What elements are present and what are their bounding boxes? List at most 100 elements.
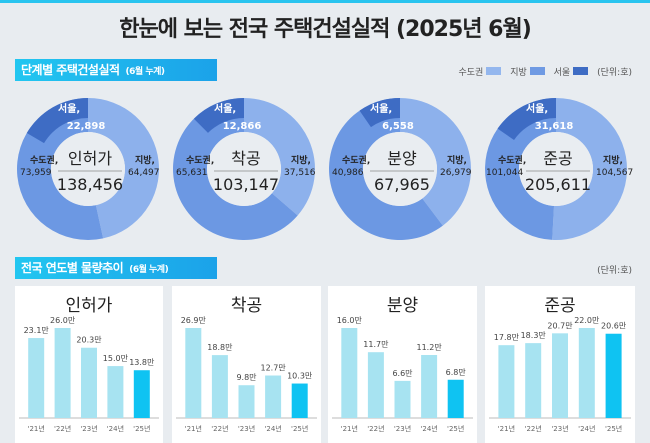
bar	[54, 328, 71, 418]
value-jibang: 104,567	[596, 168, 633, 178]
bar-chart: 준공 17.8만 '21년 18.3만 '22년 20.7만 '23년 22.0만 '24년 20…	[489, 296, 631, 433]
bar-value-label: 22.0만	[574, 316, 600, 325]
bar-value-label: 17.8만	[494, 333, 520, 342]
bar	[81, 347, 97, 418]
bar-value-label: 11.7만	[363, 340, 389, 349]
bar	[291, 383, 308, 418]
donut-title: 준공	[543, 149, 572, 168]
label-jibang: 지방,	[603, 154, 623, 166]
donut-total: 138,456	[57, 175, 123, 194]
x-tick-label: '22년	[367, 424, 384, 433]
x-tick-label: '24년	[578, 424, 595, 433]
bar	[552, 333, 568, 418]
label-seoul: 서울,	[214, 102, 236, 115]
value-jibang: 64,497	[128, 168, 160, 178]
x-tick-label: '24년	[264, 424, 281, 433]
donut-slice-seoul	[26, 98, 88, 144]
donut-title: 분양	[387, 149, 417, 168]
label-seoul: 서울,	[58, 102, 80, 115]
donut-total: 67,965	[374, 175, 430, 194]
bar-panel-start: 착공 26.9만 '21년 18.8만 '22년 9.8만 '23년 12.7만 '24년 10.…	[172, 286, 321, 443]
bar-value-label: 15.0만	[103, 354, 129, 363]
bar	[421, 355, 438, 418]
x-tick-label: '25년	[133, 424, 150, 433]
bar-value-label: 6.8만	[446, 368, 467, 377]
bar	[185, 328, 202, 418]
label-jibang: 지방,	[447, 154, 467, 166]
x-tick-label: '23년	[551, 424, 568, 433]
label-jibang: 지방,	[135, 154, 155, 166]
label-seoul: 서울,	[370, 102, 392, 115]
bar	[447, 379, 464, 418]
label-seoul: 서울,	[526, 102, 548, 115]
bar-value-label: 13.8만	[129, 358, 155, 367]
bar	[525, 343, 542, 418]
x-tick-label: '25년	[291, 424, 308, 433]
bar-chart: 인허가 23.1만 '21년 26.0만 '22년 20.3만 '23년 15.0만 '24년 1…	[19, 296, 159, 433]
bar-value-label: 6.6만	[392, 369, 413, 378]
donut-slice-sudo	[485, 98, 556, 240]
value-jibang: 37,516	[284, 168, 316, 178]
donut-3: 준공 205,611 수도권, 101,044 지방, 104,567 서울, 31,618	[485, 98, 633, 241]
donut-0: 인허가 138,456 수도권, 73,959 지방, 64,497 서울, 22,898	[16, 98, 160, 240]
donut-slice-seoul	[359, 98, 400, 128]
donut-hole	[207, 132, 281, 206]
bar-value-label: 12.7만	[261, 364, 287, 373]
bar-value-label: 20.7만	[547, 321, 573, 330]
chart-title: 인허가	[66, 296, 113, 316]
legend: 수도권 지방 서울 (단위:호)	[459, 65, 632, 78]
bar-value-label: 18.3만	[521, 331, 547, 340]
unit-label: (단위:호)	[597, 68, 632, 78]
x-tick-label: '21년	[341, 424, 358, 433]
value-jibang: 26,979	[440, 168, 472, 178]
x-tick-label: '24년	[107, 424, 124, 433]
x-tick-label: '22년	[54, 424, 71, 433]
bar	[28, 338, 45, 418]
bar	[265, 375, 282, 418]
value-seoul: 31,618	[535, 121, 574, 132]
donut-hole	[519, 132, 593, 206]
value-seoul: 6,558	[382, 121, 414, 132]
x-tick-label: '21년	[498, 424, 515, 433]
legend-jibang: 지방	[510, 65, 548, 78]
bar-chart: 분양 16.0만 '21년 11.7만 '22년 6.6만 '23년 11.2만 '24년 6.8…	[332, 296, 473, 433]
unit-label-trend: (단위:호)	[597, 266, 632, 276]
donut-1: 착공 103,147 수도권, 65,631 지방, 37,516 서울, 12,866	[173, 98, 316, 240]
chart-title: 착공	[231, 296, 262, 316]
bar-value-label: 10.3만	[287, 372, 313, 381]
x-tick-label: '25년	[447, 424, 464, 433]
x-tick-label: '23년	[238, 424, 255, 433]
label-sudo: 수도권,	[498, 154, 526, 166]
bar-value-label: 23.1만	[24, 326, 50, 335]
donut-total: 103,147	[213, 175, 279, 194]
donut-slice-jibang	[400, 98, 471, 226]
legend-seoul: 서울	[554, 65, 592, 78]
x-tick-label: '21년	[185, 424, 202, 433]
donut-charts: 인허가 138,456 수도권, 73,959 지방, 64,497 서울, 22,898 착공…	[16, 98, 633, 241]
bar	[107, 366, 124, 418]
donut-2: 분양 67,965 수도권, 40,986 지방, 26,979 서울, 6,558	[329, 98, 472, 240]
page-title: 한눈에 보는 전국 주택건설실적 (2025년 6월)	[119, 17, 532, 42]
donut-slice-jibang	[244, 98, 315, 216]
bar	[133, 370, 150, 418]
donut-slice-seoul	[497, 98, 556, 141]
chart-title: 준공	[544, 296, 575, 316]
x-tick-label: '22년	[525, 424, 542, 433]
bar-value-label: 26.9만	[181, 316, 207, 325]
value-seoul: 22,898	[67, 121, 106, 132]
value-seoul: 12,866	[223, 121, 262, 132]
donut-total: 205,611	[525, 175, 591, 194]
bar-chart: 착공 26.9만 '21년 18.8만 '22년 9.8만 '23년 12.7만 '24년 10.…	[176, 296, 317, 433]
chart-title: 분양	[387, 296, 418, 316]
x-tick-label: '23년	[80, 424, 97, 433]
donut-hole	[363, 132, 437, 206]
x-tick-label: '25년	[605, 424, 622, 433]
legend-sudo: 수도권	[459, 65, 506, 78]
donut-slice-sudo	[173, 98, 298, 240]
value-sudo: 73,959	[20, 168, 52, 178]
label-sudo: 수도권,	[30, 154, 58, 166]
bar-panel-sale: 분양 16.0만 '21년 11.7만 '22년 6.6만 '23년 11.2만 '24년 6.8…	[328, 286, 477, 443]
bar	[605, 333, 622, 418]
value-sudo: 40,986	[332, 168, 364, 178]
bar	[211, 355, 228, 418]
